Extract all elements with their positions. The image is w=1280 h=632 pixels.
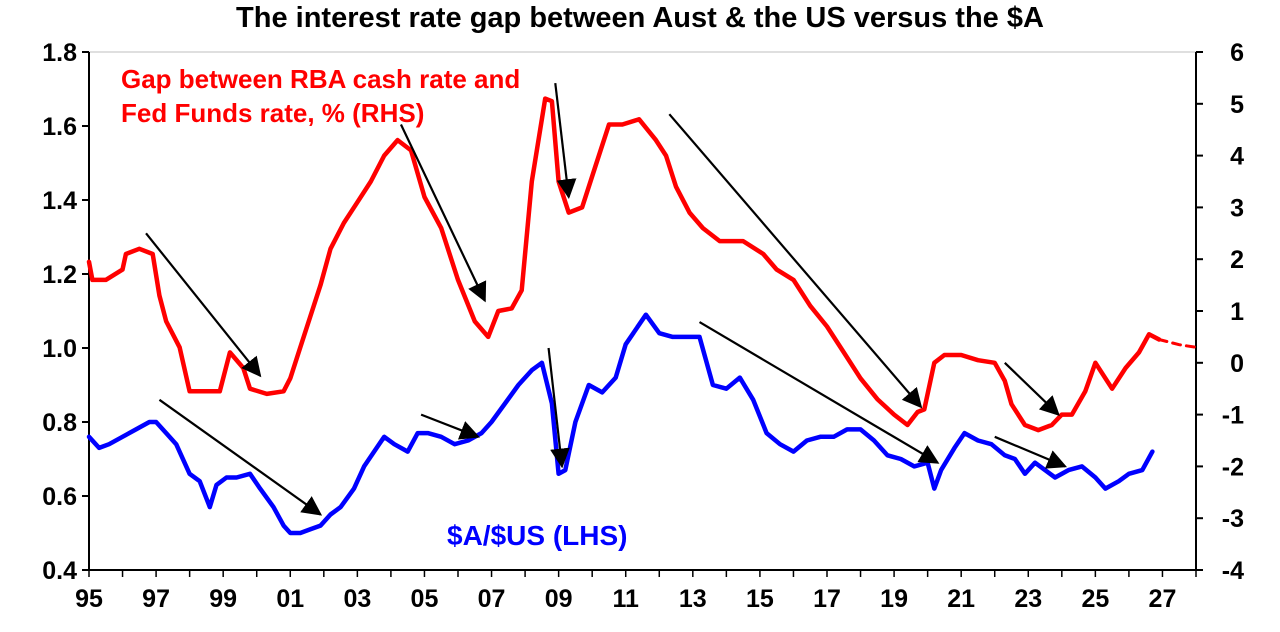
aud-series-line	[86, 312, 1155, 536]
y-left-tick-label: 0.6	[42, 483, 77, 511]
trend-arrow	[1004, 362, 1060, 416]
x-tick-label: 99	[209, 585, 237, 613]
gap-series-label: Gap between RBA cash rate and Fed Funds …	[121, 64, 521, 128]
trend-arrow	[668, 113, 923, 409]
y-right-tick-label: 6	[1230, 39, 1244, 67]
y-right-tick-label: -1	[1222, 402, 1244, 430]
x-tick-label: 23	[1014, 585, 1042, 613]
trend-arrow	[420, 413, 480, 440]
x-tick-label: 09	[545, 585, 573, 613]
x-tick-label: 15	[746, 585, 774, 613]
y-left-tick-label: 0.8	[42, 409, 77, 437]
x-tick-label: 21	[947, 585, 975, 613]
y-left-tick-label: 1.4	[42, 187, 77, 215]
x-tick-label: 25	[1081, 585, 1109, 613]
y-right-tick-label: 4	[1230, 143, 1244, 171]
x-tick-label: 17	[813, 585, 841, 613]
aud-series-label: $A/$US (LHS)	[447, 520, 628, 551]
x-tick-label: 27	[1149, 585, 1177, 613]
x-tick-label: 07	[478, 585, 506, 613]
trend-arrow	[698, 321, 940, 464]
y-right-tick-label: -2	[1222, 453, 1244, 481]
y-left-tick-label: 1.2	[42, 261, 77, 289]
x-tick-label: 05	[411, 585, 439, 613]
y-left-tick-label: 1.6	[42, 113, 77, 141]
y-right-tick-label: 0	[1230, 350, 1244, 378]
trend-arrow	[554, 82, 577, 200]
y-right-tick-label: 2	[1230, 246, 1244, 274]
gap-series-line	[86, 96, 1162, 433]
y-right-tick-label: 5	[1230, 91, 1244, 119]
y-right-tick-label: -4	[1222, 557, 1244, 585]
y-right-tick-label: 3	[1230, 194, 1244, 222]
trend-arrow	[158, 398, 323, 516]
gap-forecast-dashed-line	[1157, 338, 1198, 349]
trend-arrow	[145, 232, 262, 378]
y-left-tick-label: 1.8	[42, 39, 77, 67]
x-tick-label: 13	[679, 585, 707, 613]
x-tick-label: 03	[343, 585, 371, 613]
y-left-tick-label: 0.4	[42, 557, 77, 585]
x-tick-label: 19	[880, 585, 908, 613]
x-tick-label: 97	[142, 585, 170, 613]
y-right-tick-label: 1	[1230, 298, 1244, 326]
trend-arrow	[399, 124, 487, 303]
y-right-tick-label: -3	[1222, 505, 1244, 533]
trend-arrow	[994, 435, 1067, 469]
chart-title: The interest rate gap between Aust & the…	[236, 2, 1044, 34]
y-left-tick-label: 1.0	[42, 335, 77, 363]
x-tick-label: 95	[75, 585, 103, 613]
trend-arrow	[547, 347, 570, 469]
x-tick-label: 01	[276, 585, 304, 613]
x-tick-label: 11	[613, 585, 640, 613]
